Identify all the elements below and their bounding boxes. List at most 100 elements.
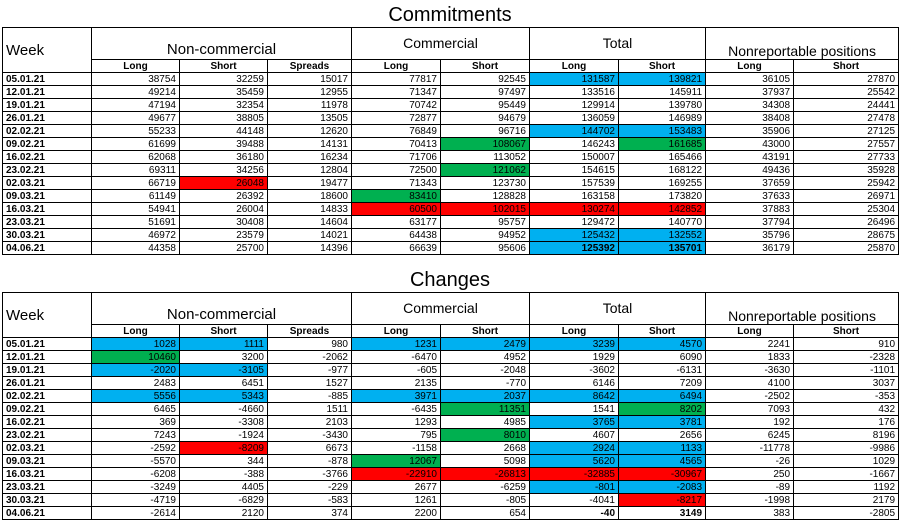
commercial-header: Commercial [351,292,530,325]
value-cell: 71706 [351,150,441,164]
total-header: Total [528,292,707,325]
value-cell: 35928 [793,163,900,177]
value-cell: 69311 [91,163,180,177]
value-cell: 3200 [179,350,268,364]
table-row: 02.02.21 55233 44148 12620 76849 96716 144702 1… [2,124,900,138]
value-cell: 47194 [91,98,180,112]
value-cell: -2048 [440,363,530,377]
value-cell: 131587 [529,72,619,86]
value-cell: 8010 [440,428,530,442]
value-cell: 142852 [617,202,707,216]
week-cell: 09.03.21 [2,189,92,203]
value-cell: -4719 [91,493,180,507]
group-header-row: Week Non-commercial Commercial Total Nonrepo… [2,27,900,73]
subheader-row: Long Short Spreads Long Short Long Short Long Sh… [3,324,900,338]
value-cell: -801 [529,480,619,494]
value-cell: 6451 [179,376,268,390]
value-cell: 5343 [179,389,268,403]
table-row: 02.03.21 66719 26048 19477 71343 123730 157539… [2,176,900,190]
value-cell: 2677 [351,480,441,494]
value-cell: 135701 [617,241,707,255]
value-cell: 25700 [179,241,268,255]
value-cell: 176 [793,415,900,429]
value-cell: 34256 [179,163,268,177]
table-row: 16.02.21 369 -3308 2103 1293 4985 3765 3781 192 1… [2,415,900,429]
changes-title: Changes [409,269,491,291]
value-cell: 6494 [617,389,707,403]
value-cell: 192 [705,415,795,429]
value-cell: 150007 [529,150,619,164]
table-row: 23.03.21 51691 30408 14604 63177 95757 129472 1… [2,215,900,229]
value-cell: 1929 [529,350,619,364]
value-cell: 61699 [91,137,180,151]
week-cell: 23.02.21 [2,428,92,442]
value-cell: -30967 [617,467,707,481]
value-cell: 12955 [267,85,352,99]
value-cell: 1527 [267,376,352,390]
value-cell: 37633 [705,189,795,203]
column-header: Short [617,59,707,73]
value-cell: 2483 [91,376,180,390]
nonreportable-header: Nonreportable positions [705,27,900,60]
week-cell: 05.01.21 [2,72,92,86]
commercial-header: Commercial [351,27,530,60]
value-cell: -583 [267,493,352,507]
value-cell: 169255 [617,176,707,190]
value-cell: -1101 [793,363,900,377]
value-cell: -26813 [440,467,530,481]
week-cell: 02.03.21 [2,441,92,455]
value-cell: 125392 [529,241,619,255]
value-cell: -878 [267,454,352,468]
value-cell: 8202 [617,402,707,416]
value-cell: -2592 [91,441,180,455]
value-cell: -805 [440,493,530,507]
value-cell: 25942 [793,176,900,190]
column-header: Long [529,324,619,338]
value-cell: 2200 [351,506,441,520]
value-cell: 27733 [793,150,900,164]
week-cell: 23.02.21 [2,163,92,177]
value-cell: 11351 [440,402,530,416]
value-cell: 49436 [705,163,795,177]
value-cell: 25304 [793,202,900,216]
week-cell: 04.06.21 [2,241,92,255]
total-header: Total [528,27,707,60]
value-cell: -2614 [91,506,180,520]
value-cell: 72877 [351,111,441,125]
value-cell: 63177 [351,215,441,229]
value-cell: -6829 [179,493,268,507]
value-cell: -40 [529,506,619,520]
value-cell: 66719 [91,176,180,190]
value-cell: 26392 [179,189,268,203]
value-cell: 38754 [91,72,180,86]
value-cell: 1192 [793,480,900,494]
value-cell: 153483 [617,124,707,138]
value-cell: 66639 [351,241,441,255]
value-cell: 6146 [529,376,619,390]
value-cell: -6470 [351,350,441,364]
column-header: Short [793,324,900,338]
value-cell: -3602 [529,363,619,377]
week-cell: 02.02.21 [2,124,92,138]
week-cell: 30.03.21 [2,228,92,242]
value-cell: 14396 [267,241,352,255]
table-row: 26.01.21 2483 6451 1527 2135 -770 6146 7209 4100… [2,376,900,390]
value-cell: 145911 [617,85,707,99]
value-cell: 61149 [91,189,180,203]
value-cell: 43000 [705,137,795,151]
value-cell: 129914 [529,98,619,112]
value-cell: 250 [705,467,795,481]
value-cell: 60500 [351,202,441,216]
value-cell: 129472 [529,215,619,229]
value-cell: 77817 [351,72,441,86]
value-cell: -11778 [705,441,795,455]
value-cell: 7093 [705,402,795,416]
value-cell: 38805 [179,111,268,125]
value-cell: 1541 [529,402,619,416]
value-cell: 6465 [91,402,180,416]
value-cell: 6090 [617,350,707,364]
value-cell: -22910 [351,467,441,481]
week-header: Week [2,292,92,338]
value-cell: 5098 [440,454,530,468]
value-cell: -1998 [705,493,795,507]
